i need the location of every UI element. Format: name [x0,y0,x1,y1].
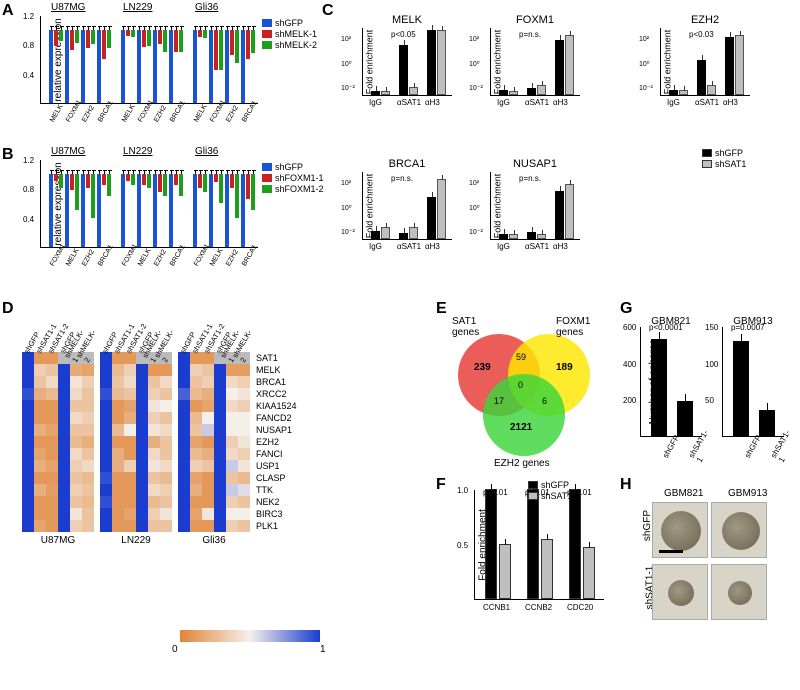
ph-img-2 [711,502,767,558]
panel-e-venn: SAT1genes FOXM1genes EZH2 genes 239 189 … [452,316,602,456]
venn-label-ezh2: EZH2 genes [494,458,550,469]
venn-n-yg: 6 [542,396,547,406]
ph-img-3 [652,564,708,620]
ph-col2: GBM913 [728,488,767,499]
panel-h-label: H [620,476,632,494]
venn-n-all: 0 [518,380,523,390]
panel-b-barchart: relative expression 0.40.81.2U87MGFOXM1M… [40,160,258,248]
scale-bar [659,550,683,553]
panel-f-label: F [436,476,446,494]
panel-c-legend: shGFPshSAT1 [702,148,746,170]
ph-img-4 [711,564,767,620]
ph-img-1 [652,502,708,558]
panel-d-label: D [2,300,14,318]
panel-f-plot: Fold enrichment 0.51.0p<0.01CCNB1p<0.01C… [474,490,604,600]
panel-c-label: C [322,2,334,20]
venn-n-rg: 17 [494,396,504,406]
panel-b-plot: relative expression 0.40.81.2U87MGFOXM1M… [40,160,258,248]
panel-a-label: A [2,2,14,20]
panel-a-plot: relative expression 0.40.81.2U87MGMELKFO… [40,16,258,104]
panel-f-barchart: Fold enrichment 0.51.0p<0.01CCNB1p<0.01C… [474,490,604,600]
venn-n-yellow: 189 [556,362,573,373]
heatmap-scale-min: 0 [172,644,178,655]
panel-g-label: G [620,300,632,318]
venn-circle-ezh2 [483,374,565,456]
venn-n-red: 239 [474,362,491,373]
venn-n-green: 2121 [510,422,532,433]
panel-b-label: B [2,146,14,164]
panel-d-heatmap: shGFPshSAT1-1shSAT1-2shGFPshMELK-1shMELK… [22,352,297,546]
panel-b-legend: shGFPshFOXM1-1shFOXM1-2 [262,162,324,195]
heatmap-scale-max: 1 [320,644,326,655]
venn-label-sat1: SAT1genes [452,316,479,338]
panel-f-legend: shGFPshSAT1 [528,480,572,502]
panel-h-grid: GBM821 GBM913 shGFP shSAT1-1 [652,490,767,622]
venn-label-foxm1: FOXM1genes [556,316,590,338]
ph-col1: GBM821 [664,488,703,499]
panel-a-barchart: relative expression 0.40.81.2U87MGMELKFO… [40,16,258,104]
venn-n-ry: 59 [516,352,526,362]
heatmap-scale-bar [180,630,320,642]
panel-e-label: E [436,300,447,318]
panel-a-legend: shGFPshMELK-1shMELK-2 [262,18,317,51]
